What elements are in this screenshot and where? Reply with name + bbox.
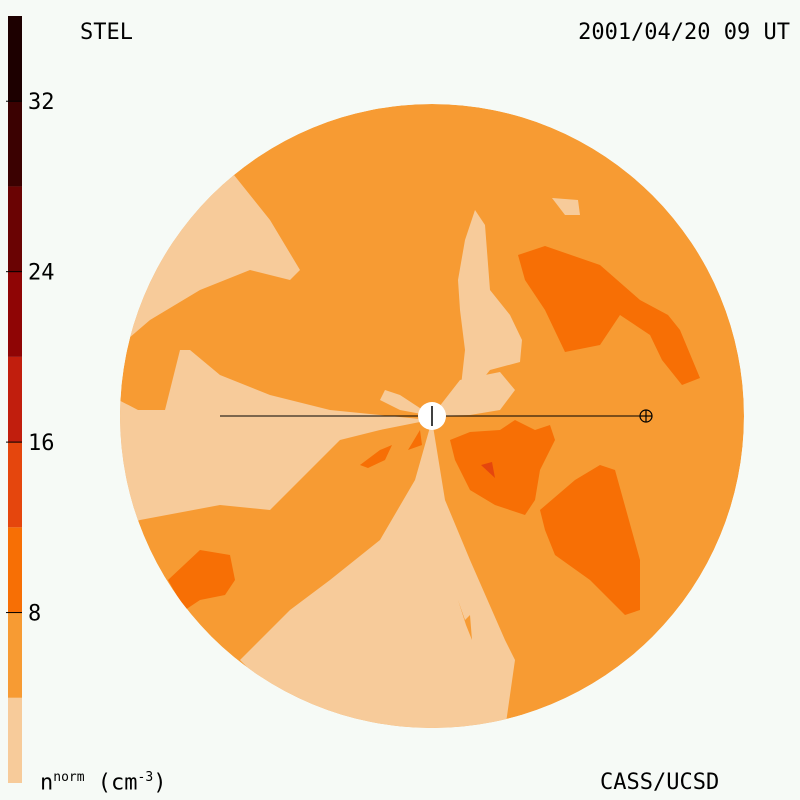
region-light-sun-east [432,372,515,416]
colorbar-tick-label: 24 [28,261,55,286]
colorbar-bin-6 [8,186,22,272]
region-peak-east [481,462,495,478]
earth-marker [639,409,653,423]
region-light-island-north [552,198,580,215]
timestamp-label: 2001/04/20 09 UT [578,20,790,45]
colorbar-tick-label: 8 [28,602,41,627]
region-spike-south [458,600,472,640]
region-light-sun-north [380,390,432,416]
colorbar-bin-1 [8,612,22,698]
colorbar-bin-4 [8,356,22,443]
colorbar-bin-5 [8,271,22,357]
unit-superscript: norm [53,770,85,785]
colorbar [8,16,22,783]
colorbar-bin-7 [8,101,22,187]
region-high-north-east [518,246,700,385]
unit-exponent: -3 [137,770,154,785]
colorbar-tick-label: 16 [28,431,55,456]
credit-label: CASS/UCSD [600,770,720,795]
observatory-label: STEL [80,20,133,45]
colorbar-bin-3 [8,442,22,528]
region-light-north-centre [432,210,522,416]
colorbar-bin-8 [8,16,22,102]
unit-symbol: n [40,770,54,796]
colorbar-bin-2 [8,527,22,613]
colorbar-unit-label: nnorm (cm-3) [40,770,166,795]
position-marks [220,402,653,430]
region-light-south [240,420,515,728]
colorbar-ticks: 8 16 24 32 [6,90,55,627]
unit-open: (cm [84,770,138,796]
region-high-sun-sliver [408,430,422,450]
colorbar-bin-0 [8,697,22,783]
region-high-south-west [168,550,235,610]
region-high-east [450,420,555,515]
colorbar-tick-label: 32 [28,90,55,115]
region-high-south-east [540,465,640,615]
region-high-west-sliver [360,445,392,468]
unit-close: ) [153,770,167,796]
